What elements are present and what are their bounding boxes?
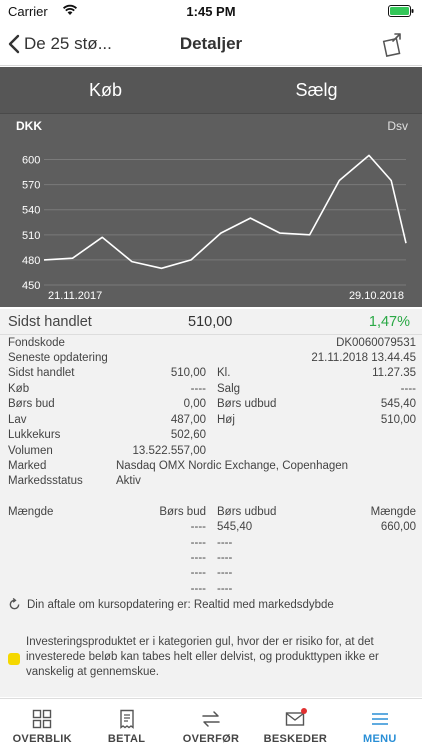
opdatering-label: Seneste opdatering	[8, 352, 108, 364]
battery-icon	[388, 5, 414, 20]
menu-icon	[371, 713, 388, 725]
details-section: Fondskode DK0060079531 Seneste opdaterin…	[0, 335, 422, 697]
orderbook-udbud-cell: ----	[217, 537, 233, 549]
last-traded-summary: Sidst handlet 510,00 1,47%	[0, 309, 422, 335]
share-button[interactable]	[382, 31, 406, 62]
orderbook-bud-cell: ----	[190, 521, 206, 533]
orderbook-bud-cell: ----	[190, 567, 206, 579]
orderbook-bud-cell: ----	[190, 583, 206, 595]
tab-overblik[interactable]: OVERBLIK	[0, 699, 84, 750]
divider	[0, 113, 422, 114]
lav-value: 487,00	[170, 414, 206, 426]
risk-indicator	[8, 653, 20, 665]
orderbook-bud-cell: ----	[190, 537, 206, 549]
koeb-value: ----	[190, 383, 206, 395]
marked-label: Marked	[8, 460, 47, 472]
orderbook-bud-cell: ----	[190, 552, 206, 564]
price-chart[interactable]: 450 480 510 540 570 600 21.11.2017 29.10.2018	[0, 67, 422, 307]
lukkekurs-value: 502,60	[170, 429, 206, 441]
koeb-label: Køb	[8, 383, 30, 395]
refresh-icon	[9, 598, 20, 610]
tab-overfoer[interactable]: OVERFØR	[169, 699, 253, 750]
refresh-note-text: Din aftale om kursopdatering er: Realtid…	[27, 598, 334, 611]
period-selector[interactable]: Dsv	[387, 119, 408, 133]
summary-value: 510,00	[188, 314, 233, 330]
orderbook-maengde-cell: 660,00	[380, 521, 416, 533]
boers-bud-value: 0,00	[183, 398, 206, 410]
y-tick-label: 600	[22, 155, 40, 167]
price-line	[43, 154, 407, 270]
mail-icon	[286, 712, 305, 726]
transfer-icon	[202, 711, 220, 727]
summary-label: Sidst handlet	[8, 314, 92, 330]
clock: 1:45 PM	[186, 4, 236, 19]
orderbook-header-udbud: Børs udbud	[217, 506, 277, 518]
kl-label: Kl.	[217, 367, 231, 379]
back-button-label: De 25 stø...	[24, 34, 112, 53]
y-tick-label: 570	[22, 180, 40, 192]
salg-value: ----	[400, 383, 416, 395]
tab-menu[interactable]: MENU	[338, 699, 422, 750]
grid-icon	[33, 709, 52, 729]
tab-bar: OVERBLIK BETAL OVERFØR BESKEDER MENU	[0, 698, 422, 750]
tab-label: BESKEDER	[263, 733, 328, 745]
risk-note-text: Investeringsproduktet er i kategorien gu…	[26, 636, 379, 678]
hoej-label: Høj	[217, 414, 235, 426]
y-tick-label: 540	[22, 205, 40, 217]
markedsstatus-value: Aktiv	[116, 475, 141, 487]
orderbook-udbud-cell: 545,40	[217, 521, 253, 533]
tab-beskeder[interactable]: BESKEDER	[253, 699, 337, 750]
notification-badge	[301, 708, 308, 714]
chart-panel: Køb Sælg 450 480 510 540 570 600 21.11.2017 29.…	[0, 67, 422, 307]
opdatering-value: 21.11.2018 13.44.45	[311, 352, 416, 364]
hoej-value: 510,00	[380, 414, 416, 426]
tab-betal[interactable]: BETAL	[84, 699, 168, 750]
boers-bud-label: Børs bud	[8, 398, 55, 410]
x-end-label: 29.10.2018	[349, 290, 404, 302]
tab-label: BETAL	[107, 733, 146, 745]
salg-label: Salg	[217, 383, 241, 395]
back-button[interactable]: De 25 stø...	[8, 31, 112, 57]
status-bar: Carrier 1:45 PM	[0, 0, 422, 22]
markedsstatus-label: Markedsstatus	[8, 475, 83, 487]
buy-button[interactable]: Køb	[88, 80, 122, 100]
chevron-left-icon	[8, 34, 20, 54]
sidst-label: Sidst handlet	[8, 367, 75, 379]
navigation-bar: De 25 stø... Detaljer	[0, 22, 422, 66]
y-tick-label: 510	[22, 230, 40, 242]
boers-udbud-value: 545,40	[380, 398, 416, 410]
orderbook-header-maengde-right: Mængde	[370, 506, 416, 518]
orderbook-udbud-cell: ----	[217, 583, 233, 595]
tab-label: OVERFØR	[182, 733, 240, 745]
orderbook-udbud-cell: ----	[217, 567, 233, 579]
volumen-label: Volumen	[8, 445, 53, 457]
receipt-icon	[119, 709, 134, 729]
x-start-label: 21.11.2017	[48, 290, 102, 302]
y-tick-label: 480	[22, 255, 40, 267]
lukkekurs-label: Lukkekurs	[8, 429, 61, 441]
orderbook-udbud-cell: ----	[217, 552, 233, 564]
orderbook-header-bud: Børs bud	[159, 506, 206, 518]
wifi-icon	[62, 4, 78, 19]
currency-label: DKK	[16, 119, 42, 133]
boers-udbud-label: Børs udbud	[217, 398, 277, 410]
lav-label: Lav	[8, 414, 27, 426]
fondskode-value: DK0060079531	[336, 337, 416, 349]
tab-label: OVERBLIK	[12, 733, 72, 745]
share-document-icon	[382, 33, 401, 57]
volumen-value: 13.522.557,00	[132, 445, 206, 457]
carrier-label: Carrier	[8, 4, 48, 19]
sell-button[interactable]: Sælg	[295, 80, 338, 100]
marked-value: Nasdaq OMX Nordic Exchange, Copenhagen	[116, 460, 349, 472]
refresh-note: Din aftale om kursopdatering er: Realtid…	[8, 598, 334, 611]
trade-tabs: Køb Sælg	[0, 67, 422, 113]
sidst-value: 510,00	[170, 367, 206, 379]
summary-change: 1,47%	[368, 314, 410, 330]
fondskode-label: Fondskode	[8, 337, 65, 349]
tab-label: MENU	[363, 733, 397, 745]
orderbook-header-maengde: Mængde	[8, 506, 54, 518]
kl-value: 11.27.35	[372, 367, 416, 379]
y-tick-label: 450	[22, 280, 40, 292]
